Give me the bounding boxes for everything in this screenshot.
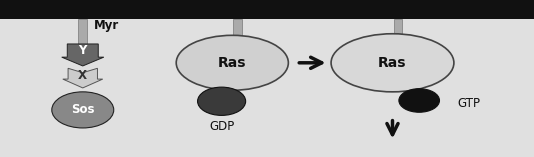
Text: Myr: Myr [93,19,119,32]
Text: GDP: GDP [209,120,234,133]
Bar [78,19,87,44]
Text: Y: Y [78,44,87,57]
Ellipse shape [399,89,439,112]
Ellipse shape [52,92,114,128]
Ellipse shape [198,87,246,115]
Bar [233,19,242,44]
Ellipse shape [176,35,288,90]
Bar [0,0,534,19]
Text: X: X [78,69,87,82]
Polygon shape [63,68,103,88]
Ellipse shape [331,34,454,92]
Text: GTP: GTP [457,97,481,110]
Text: Sos: Sos [71,103,95,116]
Text: Ras: Ras [218,56,247,70]
Polygon shape [62,44,104,66]
Text: Ras: Ras [378,56,407,70]
Bar [394,19,402,44]
